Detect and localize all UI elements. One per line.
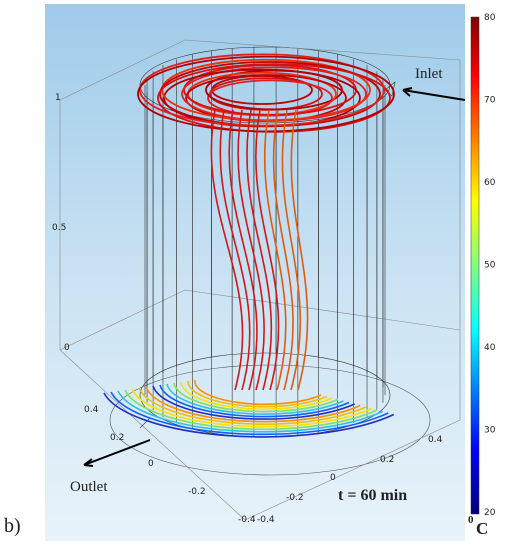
colorbar: [470, 16, 480, 515]
streamline: [166, 383, 344, 415]
streamline: [139, 53, 385, 127]
streamline: [219, 109, 251, 391]
colorbar-tick-label: 80: [484, 13, 496, 23]
streamline: [281, 109, 302, 391]
geometry: [59, 39, 461, 521]
colorbar-tick-label: 50: [484, 261, 496, 271]
streamline: [246, 109, 273, 391]
z-tick-label: 0.5: [52, 223, 66, 233]
streamline: [263, 109, 287, 391]
z-tick-label: 0: [64, 343, 70, 353]
x-tick-label: 0.2: [110, 433, 124, 443]
colorbar-tick-label: 40: [484, 343, 496, 353]
z-tick-label: 1: [55, 93, 61, 103]
streamline: [237, 109, 265, 391]
streamline: [210, 109, 244, 391]
colorbar-tick-label: 70: [484, 96, 496, 106]
colorbar-tick-label: 30: [484, 426, 496, 436]
streamlines: [103, 53, 395, 438]
y-tick-label: -0.2: [286, 493, 304, 503]
inlet-label: Inlet: [415, 66, 443, 82]
streamline: [272, 109, 294, 391]
panel-label: b): [4, 515, 21, 537]
colorbar-tick-label: 20: [484, 508, 496, 518]
streamline: [110, 391, 389, 436]
streamline: [152, 385, 355, 420]
y-tick-label: 0.2: [380, 455, 394, 465]
y-tick-label: -0.4: [257, 515, 275, 525]
colorbar-tick-label: 60: [484, 178, 496, 188]
inlet-arrow: [402, 87, 466, 101]
time-label: t = 60 min: [338, 487, 407, 504]
streamline: [194, 379, 322, 406]
streamline: [145, 386, 361, 423]
x-tick-label: -0.2: [188, 487, 206, 497]
y-tick-label: 0: [330, 473, 336, 483]
plot-background: [45, 4, 465, 541]
outlet-arrow: [83, 439, 151, 467]
streamline: [131, 388, 372, 428]
streamline: [228, 109, 258, 391]
unit-letter: C: [476, 519, 488, 538]
x-tick-label: 0.4: [84, 405, 99, 415]
streamline: [290, 109, 309, 391]
streamline: [138, 387, 367, 425]
outlet-label: Outlet: [70, 479, 108, 495]
unit-degree: 0: [468, 514, 474, 526]
x-tick-label: 0: [148, 459, 154, 469]
streamline: [255, 109, 280, 391]
streamline: [173, 382, 339, 413]
x-tick-label: -0.4: [238, 515, 256, 525]
y-tick-label: 0.4: [428, 435, 443, 445]
streamline: [103, 392, 395, 438]
streamline: [187, 380, 327, 408]
streamline: [180, 381, 333, 410]
streamline: [159, 384, 350, 418]
streamline: [124, 389, 378, 430]
streamline: [117, 390, 383, 433]
